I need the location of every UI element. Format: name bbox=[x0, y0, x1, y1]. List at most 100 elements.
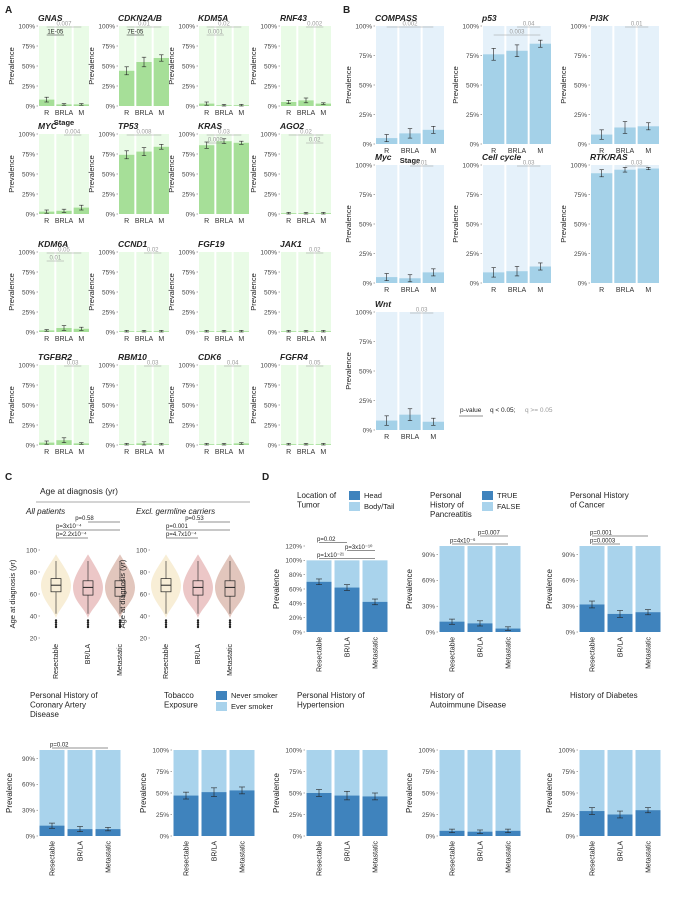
chart-title: Pancreatitis bbox=[430, 510, 472, 519]
p-value-label: p=4.7x10⁻⁴ bbox=[166, 531, 197, 538]
bar-brla bbox=[614, 169, 636, 283]
y-axis-label: Prevalence bbox=[344, 352, 353, 390]
y-axis-label: Prevalence bbox=[7, 273, 16, 311]
y-tick-label: 100 bbox=[136, 547, 147, 554]
y-tick-label: 50% bbox=[359, 221, 372, 228]
y-tick-label: 25% bbox=[22, 422, 35, 429]
p-value-legend-text: q < 0.05; bbox=[490, 407, 516, 414]
x-tick-label: Metastatic bbox=[646, 841, 653, 873]
p-value-legend: p-value q < 0.05; q >= 0.05 bbox=[459, 407, 553, 417]
y-tick-label: 75% bbox=[182, 382, 195, 389]
x-tick-label: BRLA bbox=[616, 148, 635, 155]
y-tick-label: 0% bbox=[293, 629, 303, 636]
panel-label-a: A bbox=[5, 5, 12, 16]
bar-r bbox=[483, 272, 505, 283]
y-axis-label: Prevalence bbox=[344, 66, 353, 104]
p-value-label: 0.01 bbox=[416, 161, 428, 167]
p-value-label: 0.007 bbox=[56, 22, 72, 28]
x-tick-label: M bbox=[158, 218, 164, 225]
y-axis-label: Prevalence bbox=[344, 205, 353, 243]
subplot-rnf43: RNF43 Prevalence 0% 25% 50% 75% 100% R BRLA M 0.00… bbox=[249, 13, 331, 117]
outlier bbox=[164, 623, 168, 626]
x-tick-label: BR/LA bbox=[78, 841, 85, 862]
chart-title: Disease bbox=[30, 710, 59, 719]
subplot-title: PI3K bbox=[590, 13, 610, 23]
y-axis-label: Prevalence bbox=[87, 155, 96, 193]
x-tick-label: BRLA bbox=[297, 110, 316, 117]
y-tick-label: 25% bbox=[102, 191, 115, 198]
bar-background bbox=[39, 26, 55, 106]
bar-m bbox=[422, 421, 444, 430]
outlier bbox=[196, 621, 200, 624]
bar-m bbox=[529, 43, 551, 145]
chart-title: Coronary Artery bbox=[30, 701, 86, 710]
bar-m bbox=[153, 58, 169, 106]
y-tick-label: 20 bbox=[30, 635, 38, 642]
y-tick-label: 50% bbox=[102, 171, 115, 178]
bar-brla bbox=[136, 151, 152, 214]
subplot-wnt: Wnt Prevalence 0% 25% 50% 75% 100% R BRLA M 0.03 bbox=[344, 299, 444, 441]
y-tick-label: 25% bbox=[422, 812, 435, 819]
outlier bbox=[118, 619, 122, 622]
y-tick-label: 0% bbox=[268, 442, 278, 449]
x-tick-label: M bbox=[537, 148, 543, 155]
y-tick-label: 100% bbox=[98, 249, 115, 256]
y-tick-label: 100% bbox=[558, 747, 575, 754]
y-axis-label: Prevalence bbox=[272, 772, 281, 813]
y-tick-label: 100% bbox=[18, 23, 35, 30]
y-tick-label: 50% bbox=[102, 402, 115, 409]
y-tick-label: 100% bbox=[18, 131, 35, 138]
y-tick-label: 25% bbox=[264, 191, 277, 198]
y-tick-label: 25% bbox=[156, 812, 169, 819]
y-tick-label: 20 bbox=[140, 635, 148, 642]
p-value-label: 0.02 bbox=[147, 248, 159, 254]
y-tick-label: 100% bbox=[178, 131, 195, 138]
p-value-label: 0.008 bbox=[136, 130, 152, 136]
y-tick-label: 25% bbox=[102, 309, 115, 316]
x-tick-label: BR/LA bbox=[478, 841, 485, 862]
p-value-label: 0.003 bbox=[509, 30, 525, 36]
subplot-title: COMPASS bbox=[375, 13, 418, 23]
subplot-title: CDKN2A/B bbox=[118, 13, 162, 23]
y-tick-label: 0% bbox=[26, 211, 36, 218]
p-value-label: 0.001 bbox=[208, 30, 224, 36]
p-value-label: p=4x10⁻⁶ bbox=[450, 538, 476, 545]
legend-swatch-1 bbox=[216, 691, 227, 700]
bar-bottom-segment bbox=[579, 604, 605, 632]
y-tick-label: 25% bbox=[182, 191, 195, 198]
x-tick-label: BRLA bbox=[401, 287, 420, 294]
x-tick-label: R bbox=[204, 218, 209, 225]
legend-swatch-2 bbox=[482, 502, 493, 511]
y-axis-label: Prevalence bbox=[87, 273, 96, 311]
bar-top-segment bbox=[439, 750, 465, 836]
x-tick-label: BRLA bbox=[297, 218, 316, 225]
x-tick-label: R bbox=[44, 336, 49, 343]
y-tick-label: 50% bbox=[182, 63, 195, 70]
outlier bbox=[228, 623, 232, 626]
outlier bbox=[228, 621, 232, 624]
x-tick-label: R bbox=[44, 110, 49, 117]
y-tick-label: 25% bbox=[182, 83, 195, 90]
y-axis-label: Prevalence bbox=[272, 568, 281, 609]
y-tick-label: 50% bbox=[264, 63, 277, 70]
bar-background bbox=[298, 134, 314, 214]
outlier bbox=[228, 625, 232, 629]
outlier bbox=[54, 625, 58, 629]
p-value-label: p=1x10⁻²¹ bbox=[317, 553, 344, 559]
y-tick-label: 75% bbox=[22, 382, 35, 389]
y-tick-label: 0% bbox=[363, 141, 373, 148]
bar-background bbox=[216, 365, 232, 445]
p-value-label: p=0.53 bbox=[185, 516, 204, 522]
subplot-title: JAK1 bbox=[280, 239, 302, 249]
p-value-label: p=0.001 bbox=[166, 524, 189, 530]
bar-background bbox=[73, 365, 89, 445]
outlier bbox=[196, 623, 200, 626]
bar-brla bbox=[298, 100, 314, 106]
subplot-title: AGO2 bbox=[279, 121, 304, 131]
outlier bbox=[118, 621, 122, 624]
outlier bbox=[164, 619, 168, 622]
y-axis-label: Prevalence bbox=[7, 386, 16, 424]
y-tick-label: 0% bbox=[186, 329, 196, 336]
